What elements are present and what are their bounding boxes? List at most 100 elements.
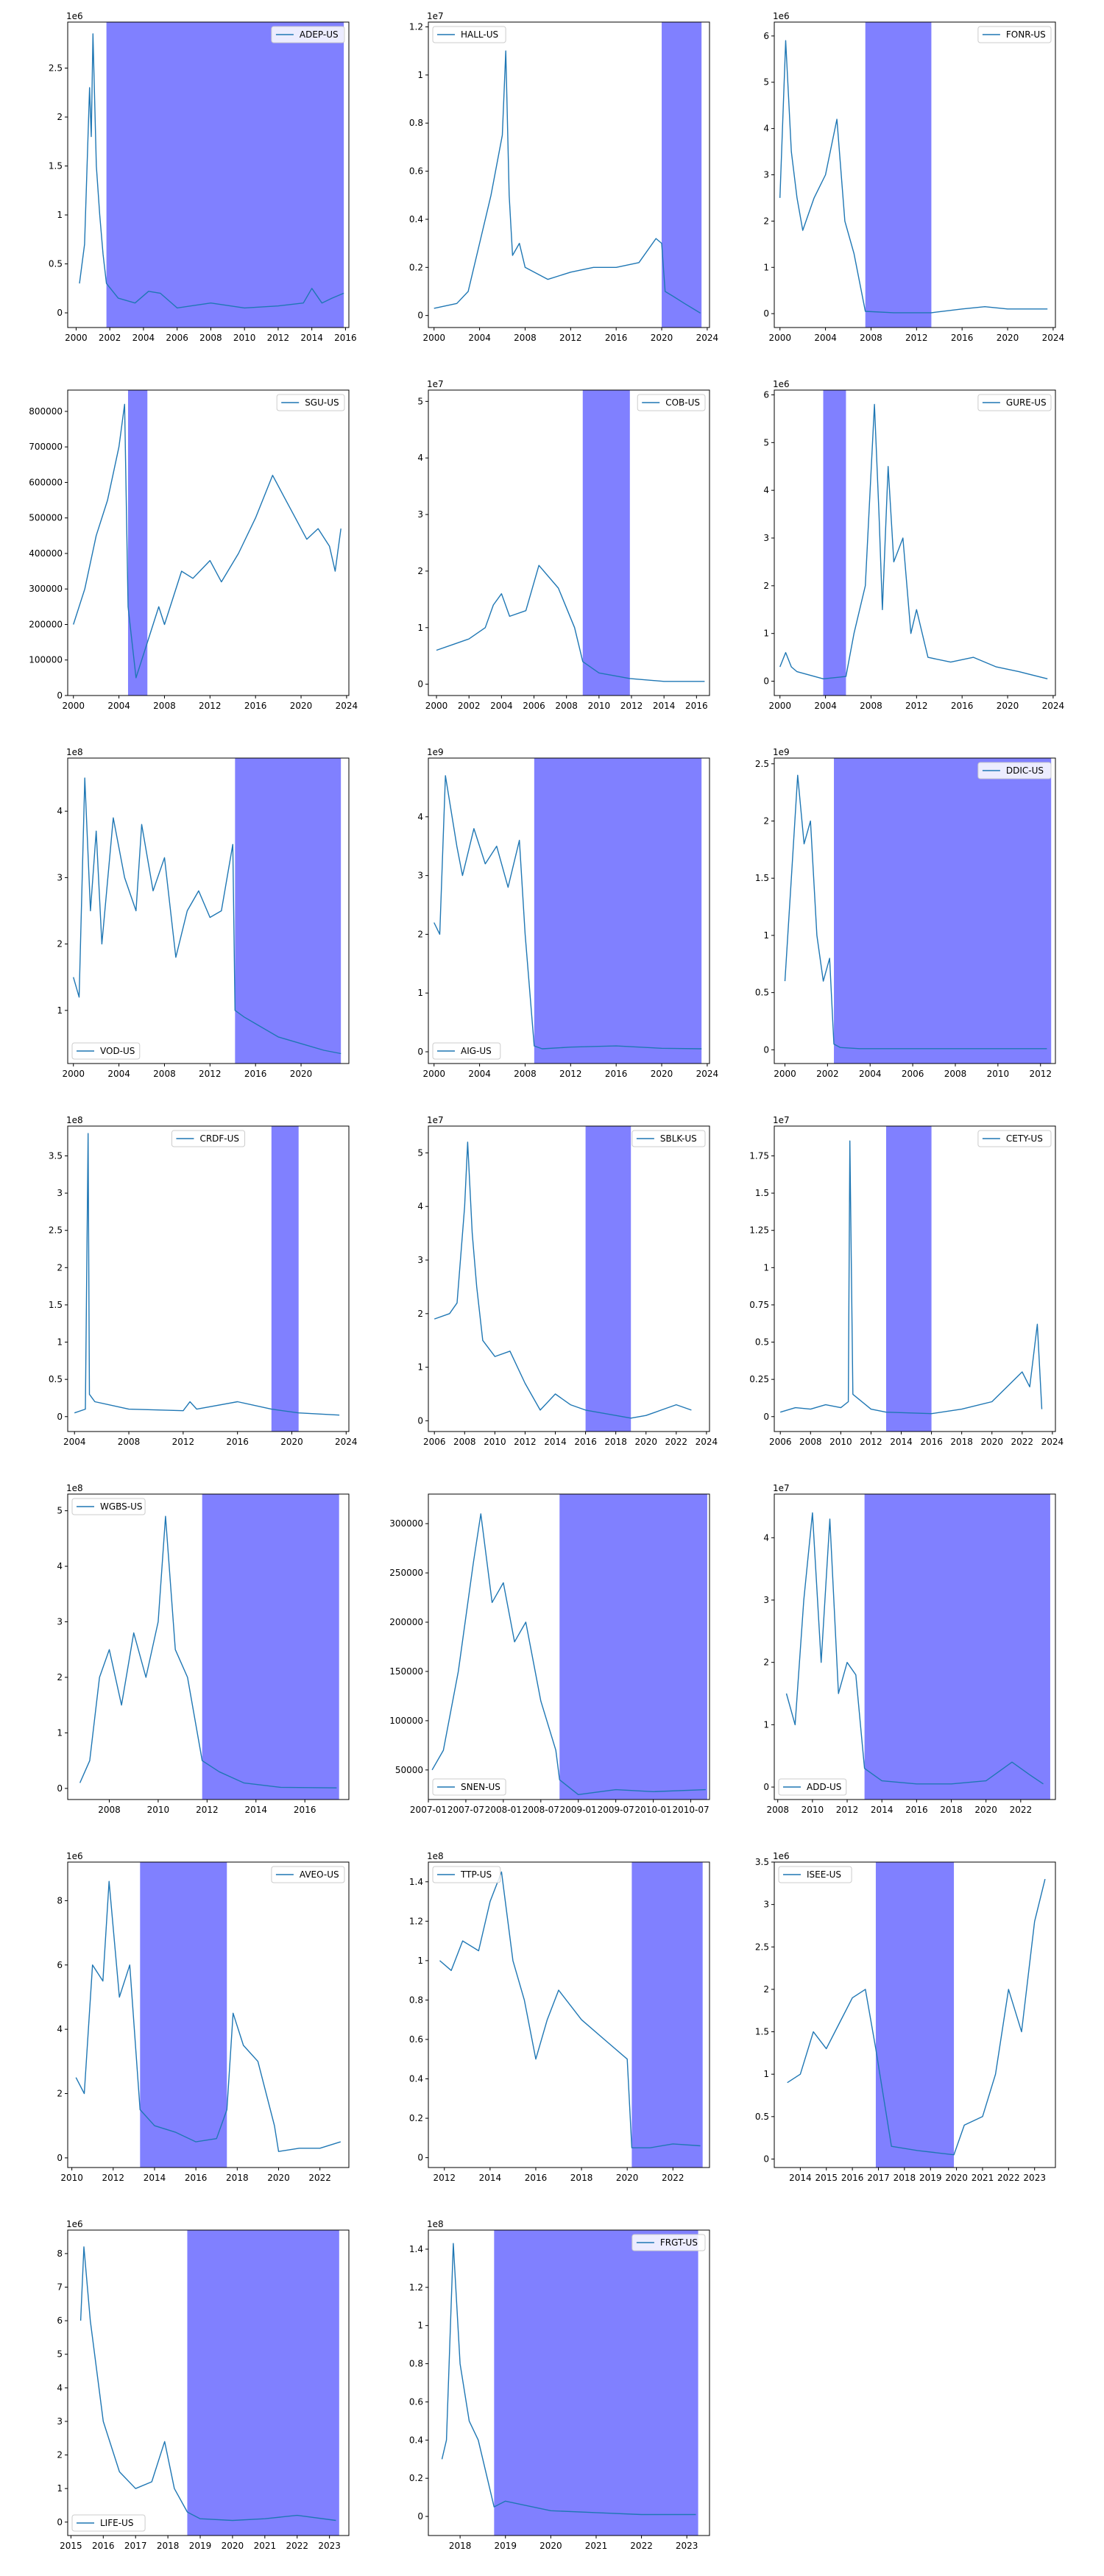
y-tick-label: 4 xyxy=(57,2382,63,2393)
axes-frame xyxy=(774,1493,1056,1800)
y-tick-label: 0 xyxy=(57,2153,63,2163)
y-tick-label: 1.5 xyxy=(755,2027,769,2037)
y-tick-label: 500000 xyxy=(29,513,63,523)
x-tick-label: 2012 xyxy=(559,1069,582,1079)
y-tick-label: 3 xyxy=(763,533,769,543)
x-tick-label: 2014 xyxy=(544,1437,567,1447)
legend-label: TTP-US xyxy=(460,1869,492,1880)
legend: DDIC-US xyxy=(977,762,1052,779)
x-tick-label: 2012 xyxy=(1029,1069,1052,1079)
legend: CETY-US xyxy=(977,1130,1052,1147)
y-tick-label: 0.6 xyxy=(409,166,423,177)
x-tick-label: 2019 xyxy=(494,2541,517,2551)
y-tick-label: 50000 xyxy=(395,1765,423,1775)
y-tick-label: 2 xyxy=(57,112,63,122)
axis-offset-label: 1e6 xyxy=(773,379,790,389)
legend-box xyxy=(778,1778,847,1796)
chart-panel-crdf-us: 2004 2008 2012 2016 2020 2024 0 0.5 1 1.5 2 2.5 3 3.5… xyxy=(49,1115,358,1447)
legend: AVEO-US xyxy=(271,1866,345,1883)
x-tick-label: 2008 xyxy=(944,1069,967,1079)
y-tick-label: 0.8 xyxy=(409,1995,423,2005)
x-tick-label: 2012 xyxy=(433,2173,456,2183)
shaded-region xyxy=(865,22,932,328)
x-tick-label: 2024 xyxy=(335,1437,358,1447)
y-tick-label: 6 xyxy=(763,31,769,41)
x-tick-label: 2022 xyxy=(1010,1805,1033,1815)
y-tick-label: 4 xyxy=(763,1532,769,1543)
x-tick-label: 2018 xyxy=(570,2173,593,2183)
x-tick-label: 2000 xyxy=(774,1069,796,1079)
x-tick-label: 2020 xyxy=(980,1437,1003,1447)
x-tick-label: 2004 xyxy=(132,333,155,343)
x-tick-label: 2016 xyxy=(605,1069,628,1079)
x-tick-label: 2021 xyxy=(585,2541,608,2551)
x-tick-label: 2020 xyxy=(651,333,673,343)
x-tick-label: 2020 xyxy=(280,1437,303,1447)
y-tick-label: 6 xyxy=(57,2315,63,2326)
x-tick-label: 2010 xyxy=(147,1805,170,1815)
chart-panel-isee-us: 2014 2015 2016 2017 2018 2019 2020 2021 2022 2023… xyxy=(755,1851,1056,2183)
x-tick-label: 2010 xyxy=(829,1437,852,1447)
shaded-region xyxy=(582,390,630,696)
x-tick-label: 2020 xyxy=(634,1437,657,1447)
legend-box xyxy=(276,394,345,411)
legend-label: HALL-US xyxy=(461,29,498,40)
x-tick-label: 2018 xyxy=(940,1805,963,1815)
shaded-region xyxy=(534,758,702,1064)
series-line xyxy=(439,1871,701,2148)
legend-label: SGU-US xyxy=(305,397,339,408)
axis-offset-label: 1e6 xyxy=(66,11,83,21)
y-tick-label: 0 xyxy=(763,2154,769,2164)
axis-offset-label: 1e6 xyxy=(773,1851,790,1861)
legend-box xyxy=(977,1130,1052,1147)
legend-label: ISEE-US xyxy=(807,1869,841,1880)
shaded-region xyxy=(187,2230,339,2536)
shaded-region xyxy=(631,1862,703,2168)
y-tick-label: 0.5 xyxy=(49,259,63,269)
chart-panel-gure-us: 2000 2004 2008 2012 2016 2020 2024 0 1 2 3 4 5 6 1e6 GU… xyxy=(763,379,1064,711)
legend-label: AVEO-US xyxy=(300,1869,339,1880)
y-tick-label: 3.5 xyxy=(755,1857,769,1867)
axes-frame xyxy=(67,1493,350,1800)
y-tick-label: 1 xyxy=(763,930,769,941)
y-tick-label: 1 xyxy=(417,1362,423,1373)
x-tick-label: 2016 xyxy=(294,1805,316,1815)
y-tick-label: 3 xyxy=(763,1900,769,1910)
legend-label: FONR-US xyxy=(1006,29,1046,40)
y-tick-label: 1 xyxy=(57,1727,63,1738)
y-tick-label: 1 xyxy=(763,2069,769,2079)
series-line xyxy=(434,1142,692,1419)
x-tick-label: 2023 xyxy=(318,2541,341,2551)
y-tick-label: 0 xyxy=(57,2517,63,2527)
x-tick-label: 2023 xyxy=(676,2541,698,2551)
axis-offset-label: 1e8 xyxy=(427,1851,444,1861)
y-tick-label: 600000 xyxy=(29,477,63,487)
y-tick-label: 4 xyxy=(417,812,423,822)
legend-label: COB-US xyxy=(665,397,700,408)
y-tick-label: 0.25 xyxy=(749,1374,769,1384)
legend-label: ADEP-US xyxy=(300,29,339,40)
y-tick-label: 1.4 xyxy=(409,2244,423,2254)
x-tick-label: 2012 xyxy=(905,333,928,343)
shaded-region xyxy=(235,758,342,1064)
axes-frame xyxy=(67,1125,350,1432)
x-tick-label: 2006 xyxy=(769,1437,792,1447)
x-tick-label: 2010 xyxy=(484,1437,506,1447)
y-tick-label: 0.5 xyxy=(755,2112,769,2122)
shaded-region xyxy=(494,2230,698,2536)
chart-panel-cob-us: 2000 2002 2004 2006 2008 2010 2012 2014 2016 0 1 2 3… xyxy=(417,379,710,711)
x-tick-label: 2009-01 xyxy=(560,1805,597,1815)
chart-panel-sgu-us: 2000 2004 2008 2012 2016 2020 2024 0 100000 20000… xyxy=(29,389,358,711)
axis-offset-label: 1e6 xyxy=(66,2219,83,2229)
legend-box xyxy=(71,1498,146,1515)
x-tick-label: 2007-07 xyxy=(447,1805,484,1815)
axes-frame xyxy=(774,1861,1056,2168)
y-tick-label: 1 xyxy=(763,1262,769,1273)
shaded-region xyxy=(662,22,702,328)
y-tick-label: 2.5 xyxy=(49,63,63,74)
y-tick-label: 0.8 xyxy=(409,118,423,128)
x-tick-label: 2004 xyxy=(490,701,513,711)
x-tick-label: 2008 xyxy=(98,1805,121,1815)
shaded-region xyxy=(834,758,1052,1064)
x-tick-label: 2000 xyxy=(65,333,88,343)
